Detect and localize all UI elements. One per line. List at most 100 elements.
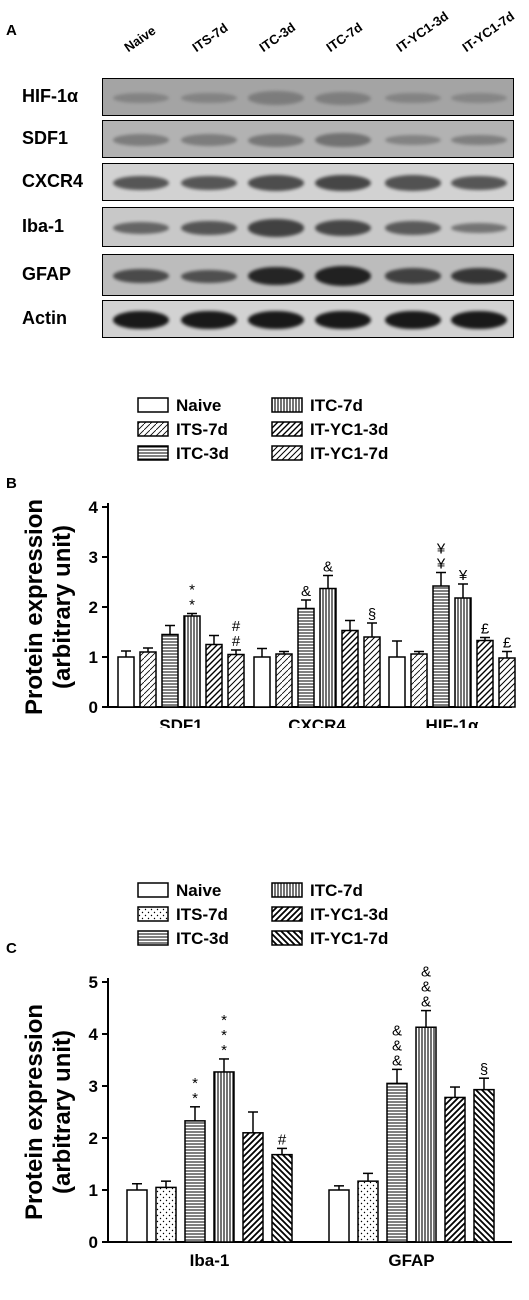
blot-band — [248, 219, 304, 237]
significance-mark: & — [421, 979, 431, 996]
lane-label: ITS-7d — [189, 19, 231, 55]
blot-band — [113, 221, 169, 235]
legend-swatch — [137, 930, 169, 946]
legend-label: Naive — [176, 396, 221, 415]
significance-mark: * — [221, 1012, 227, 1029]
blot-band — [385, 175, 441, 191]
bar-chart-b: Naive ITC-7d ITS-7d IT-YC1-3d ITC-3d IT-YC1-7… — [21, 396, 516, 728]
blot-strip — [102, 254, 514, 296]
blot-strip — [102, 120, 514, 158]
blot-band — [315, 174, 371, 192]
legend-label: IT-YC1-7d — [310, 444, 388, 463]
significance-mark: ¥ — [436, 556, 446, 573]
bar — [275, 653, 293, 708]
bar — [454, 597, 472, 708]
blot-band — [451, 222, 507, 234]
legend-item: ITC-7d — [271, 881, 363, 900]
x-category-label: SDF1 — [159, 716, 202, 728]
bar — [126, 1189, 148, 1243]
bar — [205, 643, 223, 708]
legend-label: ITC-7d — [310, 396, 363, 415]
lane-label: IT-YC1-7d — [459, 8, 518, 56]
y-axis-label: Protein expression — [21, 499, 48, 715]
y-axis-label: (arbitrary unit) — [49, 1030, 76, 1194]
significance-mark: & — [323, 559, 333, 576]
legend-label: Naive — [176, 881, 221, 900]
lane-label: ITC-7d — [323, 19, 366, 56]
blot-band — [181, 134, 237, 146]
legend-label: IT-YC1-3d — [310, 420, 388, 439]
bar-chart-c: Naive ITC-7d ITS-7d IT-YC1-3d ITC-3d IT-YC1-7… — [21, 881, 512, 1270]
legend-item: ITS-7d — [137, 905, 228, 924]
blot-band — [385, 310, 441, 330]
legend-item: IT-YC1-3d — [271, 905, 388, 924]
blot-label: Actin — [22, 308, 67, 328]
significance-mark: * — [189, 582, 195, 599]
y-tick-label: 4 — [89, 498, 99, 517]
panel-b-letter: B — [6, 475, 17, 492]
blot-strip — [102, 300, 514, 338]
blot-band — [113, 269, 169, 283]
significance-mark: ¥ — [458, 567, 468, 584]
legend-item: IT-YC1-7d — [271, 929, 388, 948]
blot-label: HIF-1α — [22, 86, 79, 106]
bar — [388, 656, 406, 708]
legend-item: ITC-7d — [271, 396, 363, 415]
blot-band — [315, 266, 371, 286]
significance-mark: * — [189, 597, 195, 614]
significance-mark: * — [192, 1075, 198, 1092]
blot-band — [385, 268, 441, 284]
y-axis-label: Protein expression — [21, 1004, 48, 1220]
legend-swatch — [137, 445, 169, 461]
panel-c-letter: C — [6, 940, 17, 957]
blot-band — [248, 266, 304, 286]
blot-band — [315, 132, 371, 148]
blot-band — [315, 310, 371, 330]
blot-band — [181, 92, 237, 104]
bar — [271, 1153, 293, 1243]
y-tick-label: 3 — [89, 1077, 98, 1096]
legend-label: IT-YC1-7d — [310, 929, 388, 948]
lane-label: ITC-3d — [256, 19, 299, 56]
y-tick-label: 5 — [89, 973, 98, 992]
blot-band — [181, 220, 237, 236]
significance-mark: £ — [481, 621, 490, 638]
significance-mark: ¥ — [436, 541, 446, 558]
blot-strip — [102, 163, 514, 201]
significance-mark: * — [192, 1090, 198, 1107]
y-tick-label: 2 — [89, 1129, 98, 1148]
blot-band — [181, 175, 237, 191]
x-category-label: HIF-1α — [426, 716, 480, 728]
legend-label: ITS-7d — [176, 420, 228, 439]
legend-item: ITC-3d — [137, 444, 229, 463]
blot-band — [248, 310, 304, 330]
legend-swatch — [271, 930, 303, 946]
blot-band — [451, 134, 507, 146]
bar — [432, 585, 450, 708]
y-tick-label: 0 — [89, 698, 98, 717]
bar — [297, 607, 315, 708]
legend-swatch — [271, 906, 303, 922]
blot-band — [248, 175, 304, 191]
legend-swatch — [271, 421, 303, 437]
blot-band — [385, 92, 441, 104]
bar — [242, 1132, 264, 1243]
blot-band — [248, 133, 304, 147]
bar — [476, 639, 494, 708]
y-tick-label: 2 — [89, 598, 98, 617]
legend-item: IT-YC1-3d — [271, 420, 388, 439]
significance-mark: * — [221, 1042, 227, 1059]
blot-band — [113, 310, 169, 330]
x-category-label: Iba-1 — [190, 1251, 230, 1270]
legend-label: ITC-3d — [176, 929, 229, 948]
significance-mark: § — [368, 606, 376, 623]
lane-label: Naive — [121, 22, 159, 56]
significance-mark: & — [392, 1022, 402, 1039]
legend-item: IT-YC1-7d — [271, 444, 388, 463]
blot-label: CXCR4 — [22, 171, 84, 191]
blot-band — [248, 91, 304, 105]
significance-mark: # — [232, 633, 241, 650]
significance-mark: § — [480, 1061, 488, 1078]
bar — [415, 1026, 437, 1243]
legend-swatch — [137, 906, 169, 922]
